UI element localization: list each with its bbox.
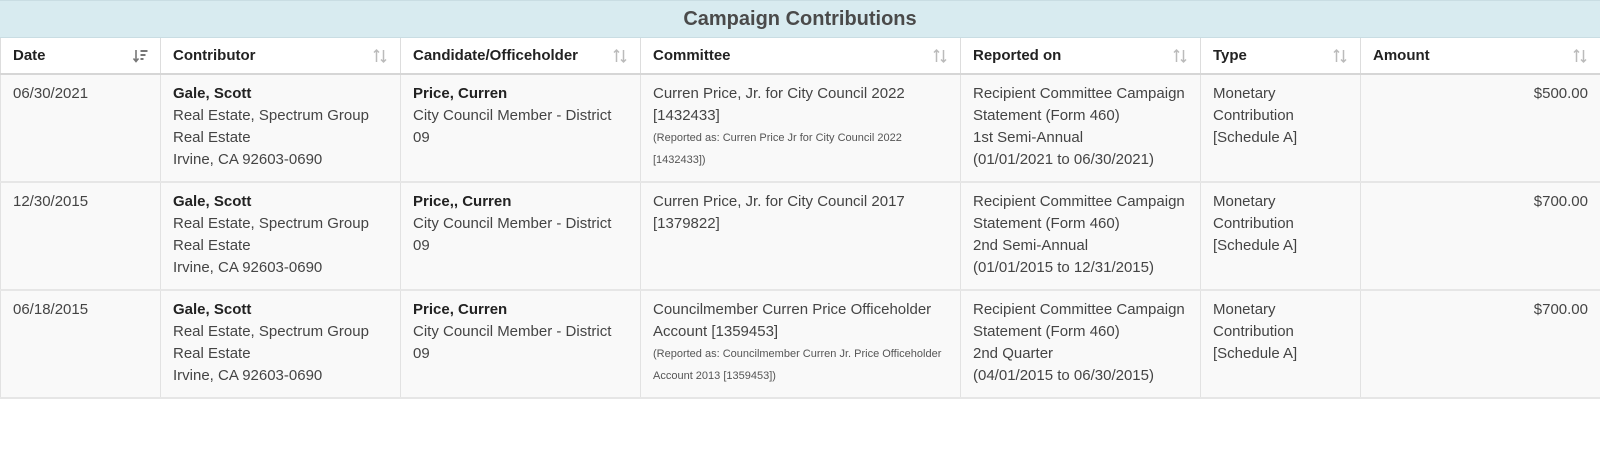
- sort-both-icon[interactable]: [612, 47, 628, 65]
- sort-both-icon[interactable]: [1332, 47, 1348, 65]
- contributor-name: Gale, Scott: [173, 193, 252, 210]
- contributor-location: Irvine, CA 92603-0690: [173, 151, 323, 168]
- candidate-office: City Council Member - District 09: [413, 323, 612, 362]
- column-header-reported-on[interactable]: Reported on: [960, 38, 1201, 75]
- sort-both-icon[interactable]: [1172, 47, 1188, 65]
- reported-dates: (01/01/2021 to 06/30/2021): [973, 151, 1154, 168]
- contributor-occupation: Real Estate: [173, 129, 251, 146]
- type-value: Monetary Contribution [Schedule A]: [1213, 193, 1298, 254]
- column-header-label: Date: [13, 46, 46, 64]
- type-cell: Monetary Contribution [Schedule A]: [1200, 290, 1361, 399]
- amount-value: $500.00: [1533, 85, 1588, 102]
- committee-reported-as: (Reported as: Councilmember Curren Jr. P…: [653, 348, 942, 382]
- committee-cell: Councilmember Curren Price Officeholder …: [640, 290, 961, 399]
- column-header-label: Contributor: [173, 46, 256, 64]
- contributor-location: Irvine, CA 92603-0690: [173, 367, 323, 384]
- header-row: Date Contributor: [0, 38, 1600, 75]
- column-header-type[interactable]: Type: [1200, 38, 1361, 75]
- contributor-location: Irvine, CA 92603-0690: [173, 259, 323, 276]
- contributor-employer: Real Estate, Spectrum Group: [173, 215, 369, 232]
- reported-period: 1st Semi-Annual: [973, 129, 1084, 146]
- amount-cell: $700.00: [1360, 182, 1600, 291]
- candidate-office: City Council Member - District 09: [413, 215, 612, 254]
- candidate-cell: Price, Curren City Council Member - Dist…: [400, 290, 641, 399]
- contributor-employer: Real Estate, Spectrum Group: [173, 323, 369, 340]
- table-row: 06/18/2015 Gale, Scott Real Estate, Spec…: [0, 290, 1600, 399]
- type-cell: Monetary Contribution [Schedule A]: [1200, 182, 1361, 291]
- contributor-occupation: Real Estate: [173, 237, 251, 254]
- amount-value: $700.00: [1533, 193, 1588, 210]
- sort-both-icon[interactable]: [372, 47, 388, 65]
- reported-on-cell: Recipient Committee Campaign Statement (…: [960, 74, 1201, 183]
- column-header-label: Amount: [1373, 46, 1430, 64]
- column-header-committee[interactable]: Committee: [640, 38, 961, 75]
- sort-descending-icon[interactable]: [132, 47, 148, 65]
- date-cell: 06/18/2015: [0, 290, 161, 399]
- reported-period: 2nd Quarter: [973, 345, 1054, 362]
- candidate-name: Price, Curren: [413, 301, 508, 318]
- reported-on-cell: Recipient Committee Campaign Statement (…: [960, 182, 1201, 291]
- committee-name: Curren Price, Jr. for City Council 2022 …: [653, 85, 905, 124]
- table-row: 06/30/2021 Gale, Scott Real Estate, Spec…: [0, 74, 1600, 183]
- committee-cell: Curren Price, Jr. for City Council 2022 …: [640, 74, 961, 183]
- candidate-office: City Council Member - District 09: [413, 107, 612, 146]
- contributor-name: Gale, Scott: [173, 85, 252, 102]
- reported-dates: (01/01/2015 to 12/31/2015): [973, 259, 1154, 276]
- candidate-cell: Price, Curren City Council Member - Dist…: [400, 74, 641, 183]
- column-header-contributor[interactable]: Contributor: [160, 38, 401, 75]
- date-value: 12/30/2015: [13, 193, 89, 210]
- column-header-amount[interactable]: Amount: [1360, 38, 1600, 75]
- column-header-label: Committee: [653, 46, 731, 64]
- contributor-name: Gale, Scott: [173, 301, 252, 318]
- contributor-employer: Real Estate, Spectrum Group: [173, 107, 369, 124]
- contributor-cell: Gale, Scott Real Estate, Spectrum Group …: [160, 290, 401, 399]
- contributor-cell: Gale, Scott Real Estate, Spectrum Group …: [160, 182, 401, 291]
- amount-value: $700.00: [1533, 301, 1588, 318]
- date-cell: 12/30/2015: [0, 182, 161, 291]
- contributions-table: Date Contributor: [0, 38, 1600, 399]
- date-value: 06/18/2015: [13, 301, 89, 318]
- candidate-name: Price,, Curren: [413, 193, 512, 210]
- reported-period: 2nd Semi-Annual: [973, 237, 1089, 254]
- committee-reported-as: (Reported as: Curren Price Jr for City C…: [653, 132, 902, 166]
- type-cell: Monetary Contribution [Schedule A]: [1200, 74, 1361, 183]
- candidate-name: Price, Curren: [413, 85, 508, 102]
- reported-form: Recipient Committee Campaign Statement (…: [973, 301, 1185, 340]
- type-value: Monetary Contribution [Schedule A]: [1213, 301, 1298, 362]
- reported-form: Recipient Committee Campaign Statement (…: [973, 193, 1185, 232]
- column-header-label: Candidate/Officeholder: [413, 46, 579, 64]
- candidate-cell: Price,, Curren City Council Member - Dis…: [400, 182, 641, 291]
- committee-name: Curren Price, Jr. for City Council 2017 …: [653, 193, 905, 232]
- table-title: Campaign Contributions: [0, 0, 1600, 38]
- contributor-cell: Gale, Scott Real Estate, Spectrum Group …: [160, 74, 401, 183]
- reported-form: Recipient Committee Campaign Statement (…: [973, 85, 1185, 124]
- sort-both-icon[interactable]: [932, 47, 948, 65]
- committee-name: Councilmember Curren Price Officeholder …: [653, 301, 932, 340]
- column-header-label: Type: [1213, 46, 1247, 64]
- date-value: 06/30/2021: [13, 85, 89, 102]
- type-value: Monetary Contribution [Schedule A]: [1213, 85, 1298, 146]
- amount-cell: $700.00: [1360, 290, 1600, 399]
- table-row: 12/30/2015 Gale, Scott Real Estate, Spec…: [0, 182, 1600, 291]
- column-header-date[interactable]: Date: [0, 38, 161, 75]
- sort-both-icon[interactable]: [1572, 47, 1588, 65]
- column-header-label: Reported on: [973, 46, 1062, 64]
- contributor-occupation: Real Estate: [173, 345, 251, 362]
- committee-cell: Curren Price, Jr. for City Council 2017 …: [640, 182, 961, 291]
- reported-on-cell: Recipient Committee Campaign Statement (…: [960, 290, 1201, 399]
- reported-dates: (04/01/2015 to 06/30/2015): [973, 367, 1154, 384]
- column-header-candidate[interactable]: Candidate/Officeholder: [400, 38, 641, 75]
- date-cell: 06/30/2021: [0, 74, 161, 183]
- amount-cell: $500.00: [1360, 74, 1600, 183]
